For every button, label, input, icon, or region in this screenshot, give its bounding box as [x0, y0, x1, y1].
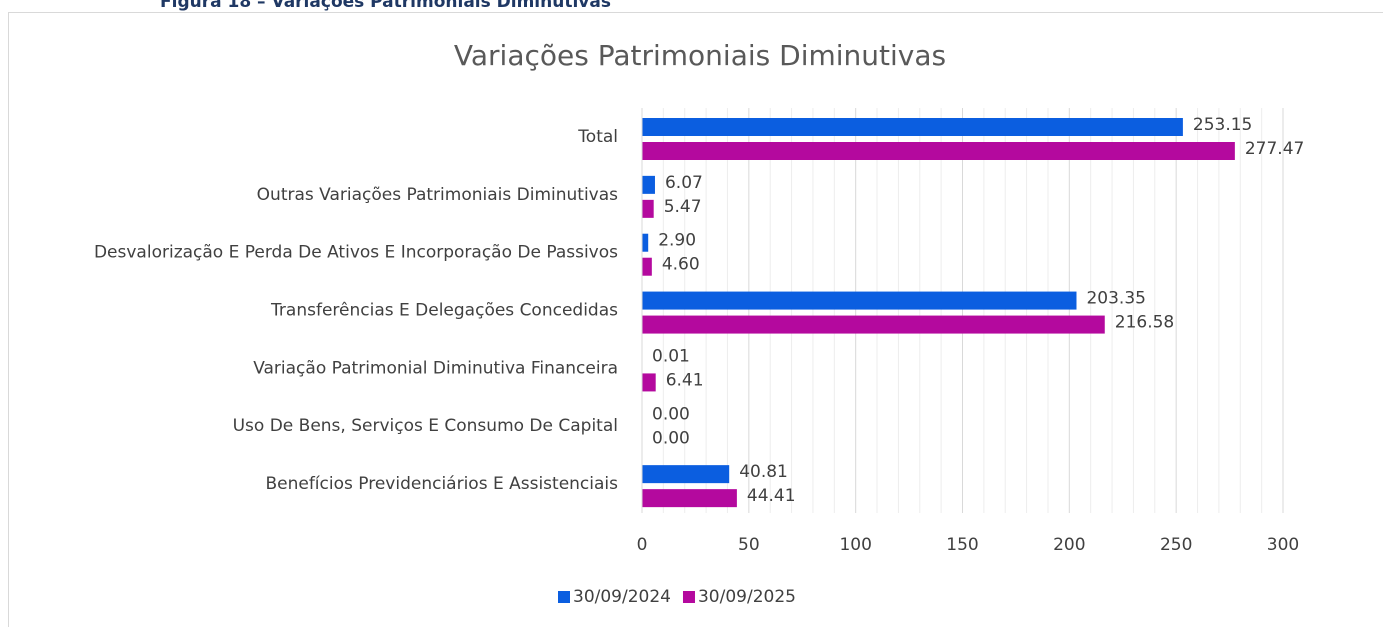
bar	[642, 175, 655, 194]
bar	[642, 489, 737, 508]
x-tick-label: 0	[637, 535, 648, 555]
data-label: 0.00	[652, 428, 690, 448]
data-label: 277.47	[1245, 139, 1304, 159]
data-label: 216.58	[1115, 313, 1174, 333]
x-tick-label: 150	[946, 535, 978, 555]
data-label: 4.60	[662, 255, 700, 275]
y-tick-label: Transferências E Delegações Concedidas	[270, 301, 618, 321]
data-label: 40.81	[739, 462, 788, 482]
data-label: 6.07	[665, 173, 703, 193]
legend-label: 30/09/2024	[573, 587, 671, 607]
x-tick-label: 300	[1267, 535, 1299, 555]
legend-label: 30/09/2025	[698, 587, 796, 607]
data-label: 0.00	[652, 404, 690, 424]
chart-title: Variações Patrimoniais Diminutivas	[454, 39, 946, 72]
y-tick-label: Variação Patrimonial Diminutiva Financei…	[253, 358, 618, 378]
y-tick-label: Uso De Bens, Serviços E Consumo De Capit…	[233, 416, 618, 436]
bar	[642, 233, 649, 252]
bar	[642, 291, 1077, 310]
y-tick-label: Desvalorização E Perda De Ativos E Incor…	[94, 243, 618, 263]
bar	[642, 257, 652, 276]
x-tick-label: 100	[839, 535, 871, 555]
y-tick-label: Outras Variações Patrimoniais Diminutiva…	[257, 185, 618, 205]
x-tick-label: 50	[738, 535, 760, 555]
data-label: 5.47	[664, 197, 702, 217]
bar	[642, 315, 1105, 334]
data-label: 253.15	[1193, 115, 1252, 135]
bar	[642, 199, 654, 218]
x-tick-label: 200	[1053, 535, 1085, 555]
bar	[642, 142, 1235, 160]
bar	[642, 373, 656, 392]
bar	[642, 118, 1183, 136]
data-label: 0.01	[652, 346, 690, 366]
y-tick-label: Benefícios Previdenciários E Assistencia…	[265, 474, 618, 494]
legend-swatch	[558, 591, 570, 603]
data-label: 203.35	[1086, 289, 1145, 309]
legend-swatch	[682, 591, 695, 603]
data-label: 2.90	[658, 231, 696, 251]
y-tick-label: Total	[577, 127, 618, 147]
data-label: 6.41	[666, 370, 704, 390]
data-label: 44.41	[747, 486, 796, 506]
figure-caption: Figura 18 – Variações Patrimoniais Dimin…	[160, 0, 611, 12]
bar	[642, 465, 730, 484]
x-tick-label: 250	[1160, 535, 1192, 555]
